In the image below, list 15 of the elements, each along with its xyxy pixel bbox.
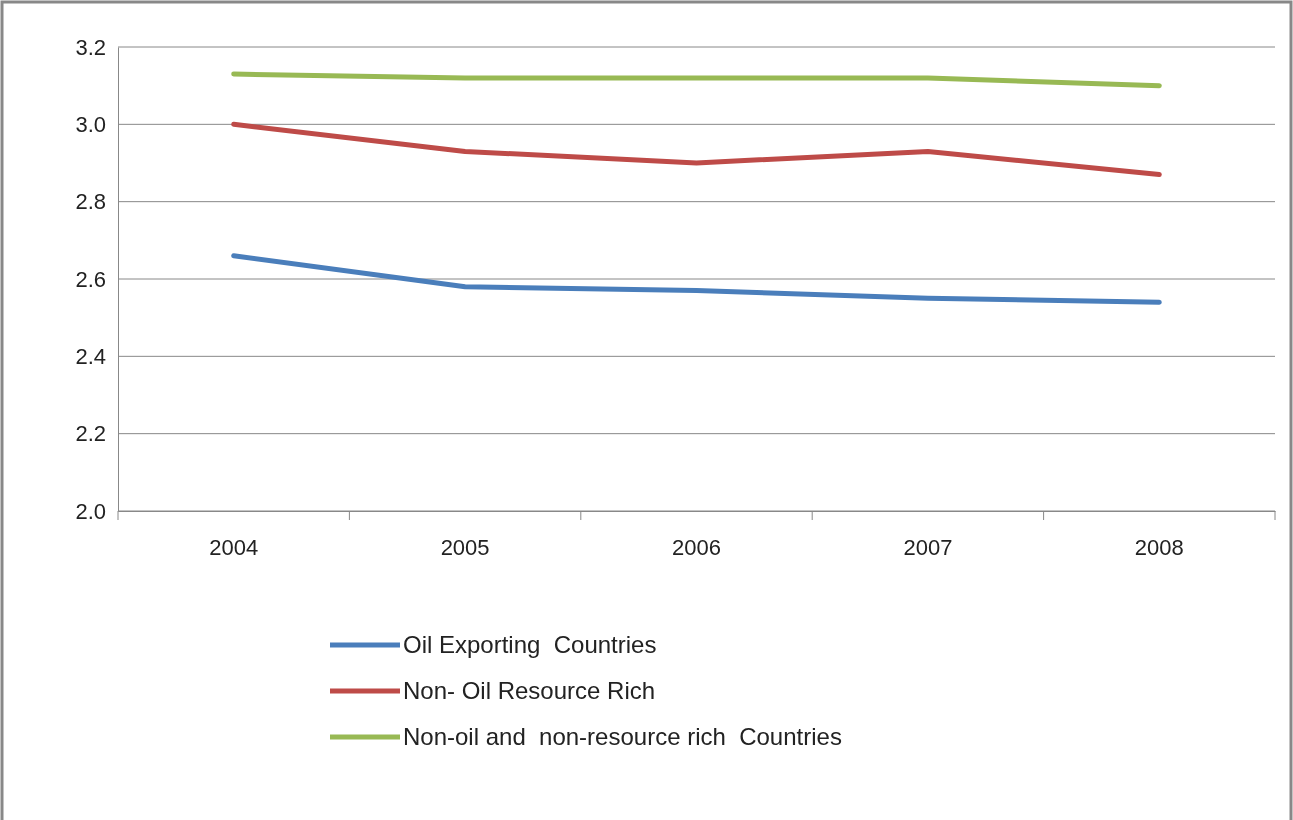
y-tick-label: 3.2 (75, 34, 106, 60)
y-tick-label: 3.0 (75, 111, 106, 137)
y-tick-label: 2.8 (75, 189, 106, 215)
y-tick-label: 2.6 (75, 266, 106, 292)
x-tick-label: 2004 (209, 534, 259, 560)
x-tick-label: 2007 (903, 534, 953, 560)
y-tick-label: 2.0 (75, 498, 106, 524)
y-tick-label: 2.4 (75, 343, 106, 369)
legend-label: Oil Exporting Countries (403, 631, 657, 658)
y-tick-label: 2.2 (75, 421, 106, 447)
x-tick-label: 2006 (672, 534, 721, 560)
x-tick-label: 2008 (1134, 534, 1184, 560)
x-tick-label: 2005 (440, 534, 490, 560)
legend-label: Non-oil and non-resource rich Countries (403, 723, 842, 750)
legend-label: Non- Oil Resource Rich (403, 677, 656, 704)
